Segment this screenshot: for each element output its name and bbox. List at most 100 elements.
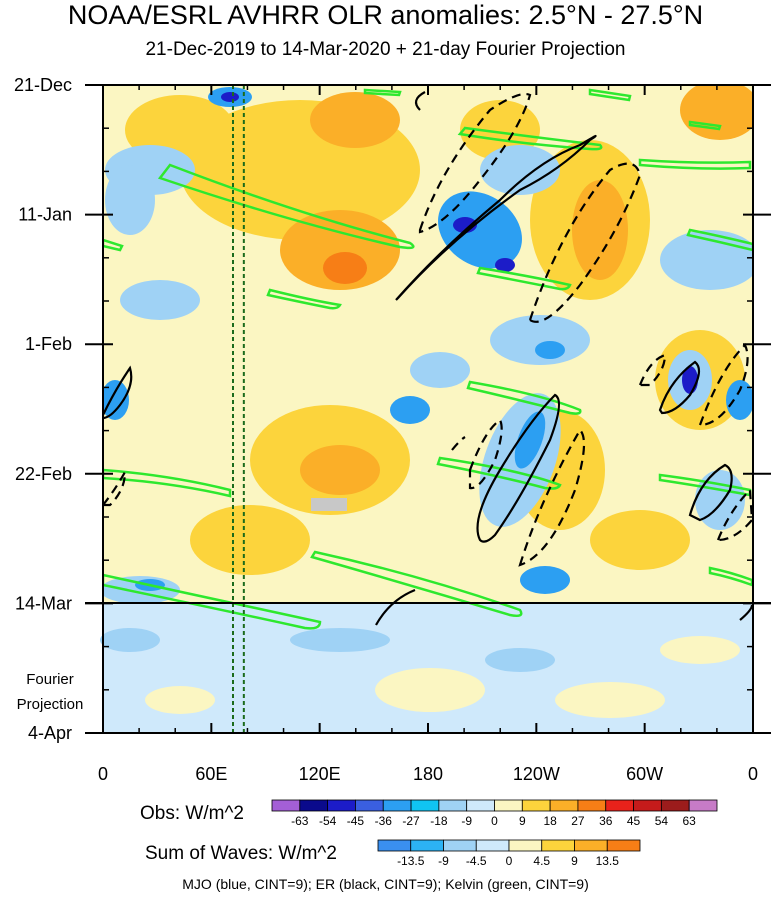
- er-contour-positive: [688, 463, 733, 522]
- colorbar-label: -45: [347, 814, 365, 828]
- colorbar-label: 0: [506, 854, 513, 868]
- chart-subtitle: 21-Dec-2019 to 14-Mar-2020 + 21-day Four…: [145, 39, 626, 60]
- colorbar-swatch: [377, 839, 412, 852]
- kelvin-contour: [638, 158, 752, 170]
- colorbar-label: 36: [599, 814, 613, 828]
- colorbar-label: -13.5: [397, 854, 425, 868]
- obs-colorbar: -63 -54 -45 -36 -27 -18 -9 0 9 18 27 36 45 54 63: [271, 799, 718, 828]
- colorbar-label: 9: [519, 814, 526, 828]
- colorbar-swatch: [660, 799, 690, 812]
- x-tick-label: 0: [98, 764, 108, 784]
- colorbar-label: 45: [627, 814, 641, 828]
- y-tick-label: 14-Mar: [15, 593, 72, 613]
- obs-anomaly-blobs: [103, 85, 753, 603]
- colorbar-swatch: [606, 839, 641, 852]
- colorbar-label: 18: [543, 814, 557, 828]
- negative-anomaly: [726, 380, 753, 420]
- negative-anomaly: [490, 315, 590, 365]
- colorbar-label: -27: [402, 814, 420, 828]
- positive-anomaly: [280, 210, 400, 290]
- colorbar-label: 4.5: [533, 854, 550, 868]
- er-contour-positive: [414, 91, 426, 111]
- colorbar-swatch: [605, 799, 634, 812]
- obs-field: [103, 85, 753, 603]
- negative-anomaly: [390, 396, 430, 424]
- er-contour-positive: [395, 134, 597, 301]
- colorbar-label: -4.5: [466, 854, 487, 868]
- colorbar-label: -9: [461, 814, 472, 828]
- colorbar-swatch: [299, 799, 329, 812]
- colorbar-label: 9: [571, 854, 578, 868]
- negative-anomaly: [438, 191, 522, 269]
- positive-anomaly: [310, 92, 400, 148]
- waves-colorbar: -13.5 -9 -4.5 0 4.5 9 13.5: [377, 839, 641, 868]
- projection-field: [100, 603, 753, 733]
- positive-anomaly: [323, 252, 367, 284]
- kelvin-contour: [363, 88, 402, 97]
- projection-positive: [660, 636, 740, 664]
- er-contour-negative: [716, 487, 753, 542]
- positive-anomaly: [300, 445, 380, 495]
- colorbar-swatch: [475, 839, 510, 852]
- er-contour-negative: [528, 162, 642, 323]
- projection-negative: [485, 648, 555, 672]
- colorbar-label: -54: [319, 814, 337, 828]
- negative-anomaly: [520, 566, 570, 594]
- colorbar-swatch: [688, 799, 718, 812]
- colorbar-swatch: [521, 799, 551, 812]
- er-contours: [103, 91, 753, 626]
- colorbar-swatch: [410, 839, 444, 852]
- y-tick-label: 4-Apr: [28, 723, 72, 743]
- x-tick-label: 60W: [626, 764, 663, 784]
- kelvin-contour: [466, 380, 582, 415]
- kelvin-contour: [588, 88, 632, 102]
- waves-colorbar-title: Sum of Waves: W/m^2: [145, 843, 337, 864]
- kelvin-contour: [686, 228, 753, 252]
- x-tick-label: 120W: [513, 764, 560, 784]
- chart-title: NOAA/ESRL AVHRR OLR anomalies: 2.5°N - 2…: [67, 0, 704, 30]
- colorbar-swatch: [355, 799, 384, 812]
- negative-anomaly: [120, 280, 200, 320]
- x-axis: 0 60E 120E 180 120W 60W 0: [98, 85, 758, 784]
- colorbar-swatch: [549, 799, 579, 812]
- er-contour-negative: [638, 353, 667, 387]
- kelvin-contour: [457, 126, 603, 151]
- colorbar-swatch: [508, 839, 543, 852]
- projection-negative: [100, 628, 160, 652]
- er-contour-negative: [698, 343, 749, 427]
- colorbar-swatch: [633, 799, 662, 812]
- colorbar-label: -9: [438, 854, 449, 868]
- positive-anomaly: [190, 505, 310, 575]
- projection-label-line2: Projection: [17, 696, 84, 713]
- negative-anomaly: [695, 470, 745, 530]
- colorbar-swatch: [443, 839, 477, 852]
- x-tick-label: 0: [748, 764, 758, 784]
- colorbar-swatch: [541, 839, 575, 852]
- colorbar-label: -63: [291, 814, 309, 828]
- projection-negative: [290, 628, 390, 652]
- y-axis: 21-Dec 11-Jan 1-Feb 22-Feb 14-Mar 4-Apr: [14, 75, 771, 743]
- y-tick-label: 11-Jan: [18, 205, 72, 225]
- colorbar-swatch: [438, 799, 468, 812]
- positive-anomaly: [572, 180, 628, 280]
- colorbar-swatch: [382, 799, 412, 812]
- colorbar-swatch: [494, 799, 523, 812]
- kelvin-contour: [157, 163, 415, 250]
- y-tick-label: 21-Dec: [14, 75, 72, 95]
- x-tick-label: 180: [413, 764, 443, 784]
- er-contour-negative: [418, 92, 532, 234]
- er-contour-positive: [658, 360, 701, 415]
- negative-anomaly: [105, 165, 155, 235]
- er-contour-positive: [103, 365, 133, 420]
- negative-anomaly: [495, 258, 515, 272]
- colorbar-swatch: [271, 799, 301, 812]
- colorbar-label: 54: [655, 814, 669, 828]
- kelvin-contour: [476, 266, 572, 291]
- projection-label-line1: Fourier: [26, 671, 74, 688]
- positive-anomaly: [680, 85, 753, 140]
- colorbar-swatch: [577, 799, 607, 812]
- kelvin-contour: [266, 288, 342, 310]
- colorbar-label: -36: [375, 814, 393, 828]
- er-contour-negative: [468, 418, 503, 490]
- negative-anomaly: [480, 145, 560, 195]
